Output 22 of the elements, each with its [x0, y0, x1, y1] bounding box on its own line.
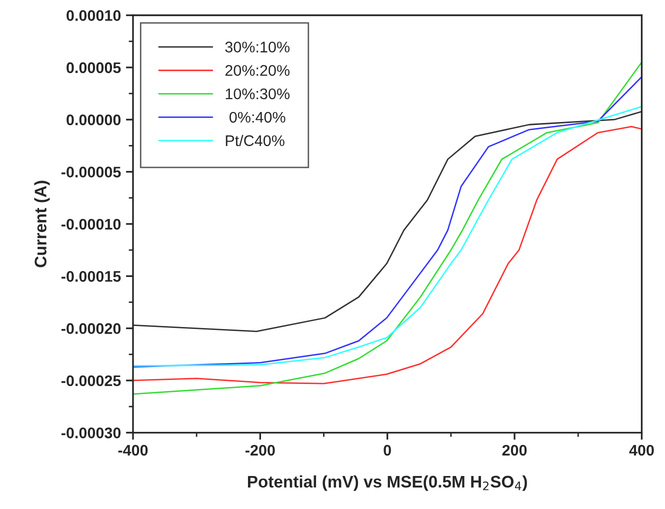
x-axis-title: Potential (mV) vs MSE(0.5M H$_{2}$SO$_{4}$): [248, 475, 527, 491]
y-axis-title: Current (A): [34, 180, 50, 268]
y-tick-label: -0.00025: [61, 375, 121, 386]
y-tick-label: -0.00015: [61, 271, 121, 282]
x-tick-label: 200: [502, 444, 527, 456]
y-tick-label: -0.00030: [61, 428, 121, 438]
y-tick-label: 0.00010: [66, 10, 121, 21]
x-tick-label: 400: [629, 444, 654, 456]
y-tick-label: -0.00005: [61, 166, 121, 178]
y-tick-label: 0.00000: [66, 114, 121, 126]
y-tick-label: 0.00005: [66, 62, 121, 74]
legend-label: 10%:30%: [226, 88, 290, 100]
legend-label: 0%:40%: [230, 112, 286, 123]
legend-label: 30%:10%: [225, 42, 290, 52]
y-tick-label: -0.00010: [61, 218, 121, 230]
x-tick-label: -200: [245, 444, 275, 456]
line-series: [133, 110, 642, 332]
x-tick-label: -400: [118, 444, 148, 456]
legend-label: Pt/C40%: [226, 134, 284, 146]
legend-label: 20%:20%: [225, 65, 290, 76]
x-tick-label: 0: [384, 444, 391, 456]
y-tick-label: -0.00020: [61, 323, 121, 334]
